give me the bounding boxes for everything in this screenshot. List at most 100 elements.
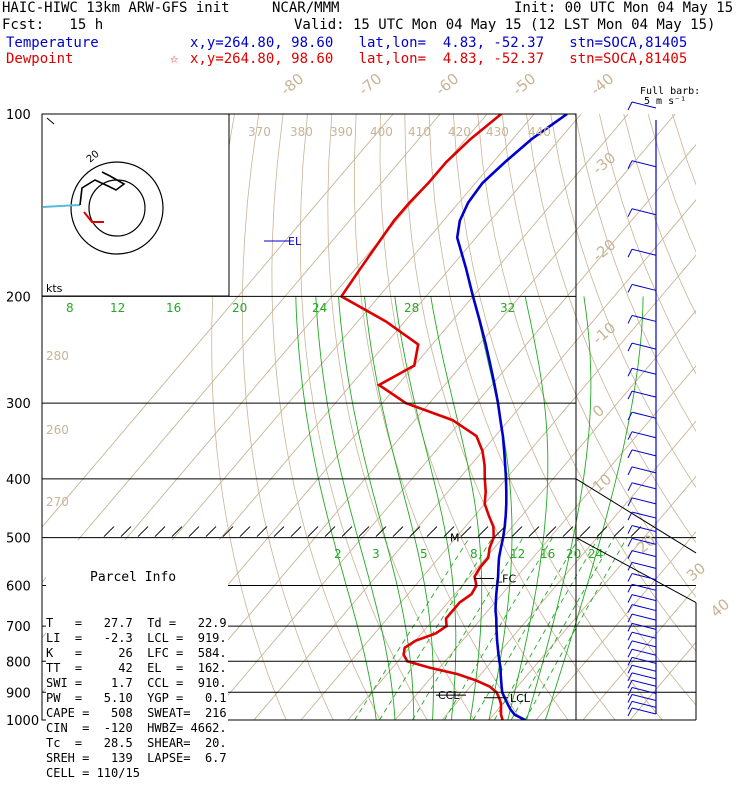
hatch-mark <box>358 526 370 537</box>
frame-slope <box>575 478 697 554</box>
mixing-ratio-label: 3 <box>372 547 380 561</box>
wind-barb <box>627 466 633 476</box>
pressure-tick-label: 400 <box>6 473 31 488</box>
theta-e-label: 12 <box>110 301 125 315</box>
pressure-tick-label: 500 <box>6 532 31 547</box>
dry-adiabat <box>428 114 663 720</box>
pressure-tick-label: 1000 <box>6 714 39 729</box>
mixing-ratio-line <box>379 537 493 720</box>
dewpoint-legend: Dewpoint <box>6 51 74 67</box>
mixing-ratio-line <box>510 537 615 720</box>
wind-barb <box>627 623 633 632</box>
dry-adiabat <box>672 114 696 186</box>
melting-level-label: M <box>450 532 460 545</box>
hodograph-trace <box>42 204 81 208</box>
wind-barb <box>631 613 657 621</box>
hatch-mark <box>256 526 268 537</box>
mixing-ratio-label: 24 <box>588 547 603 561</box>
wind-barb <box>631 160 657 168</box>
forecast-hour: Fcst: 15 h <box>2 17 104 33</box>
isotherm-label: -10 <box>589 319 619 349</box>
init-time: Init: 00 UTC Mon 04 May 15 <box>514 0 734 16</box>
temperature-location: x,y=264.80, 98.60 lat,lon= 4.83, -52.37 … <box>190 35 688 51</box>
wind-barb <box>627 649 633 658</box>
moist-adiabat <box>364 296 434 720</box>
parcel-info-row: CAPE = 508 SWEAT= 216 <box>46 706 227 720</box>
wind-barb <box>631 525 657 533</box>
lcl-label: LCL <box>510 692 531 705</box>
wind-barb <box>627 584 633 593</box>
theta-label: 270 <box>46 495 69 509</box>
wind-barb <box>627 594 633 603</box>
wind-barb <box>627 368 633 377</box>
wind-barb <box>627 497 633 507</box>
isotherm-line <box>206 144 696 720</box>
hatch-mark <box>120 526 132 537</box>
hatch-mark <box>205 526 217 537</box>
org-label: NCAR/MMM <box>272 0 340 16</box>
dry-adiabat <box>501 114 696 598</box>
dry-adiabat <box>526 114 696 544</box>
hatch-mark <box>103 526 115 537</box>
wind-barb <box>627 687 633 696</box>
hatch-mark <box>613 526 625 537</box>
hatch-mark <box>222 526 234 537</box>
isotherm-label: -80 <box>277 70 307 100</box>
wind-barb <box>627 511 633 521</box>
wind-barb <box>627 665 633 674</box>
dry-adiabat <box>697 114 740 720</box>
dry-adiabat <box>477 114 696 652</box>
pressure-tick-label: 900 <box>6 686 31 701</box>
parcel-info-row: T = 27.7 Td = 22.9 <box>46 616 227 630</box>
wind-barb <box>627 538 633 547</box>
wind-barb <box>631 631 657 639</box>
dry-adiabat <box>550 114 696 489</box>
pressure-tick-label: 800 <box>6 655 31 670</box>
hatch-mark <box>239 526 251 537</box>
wind-barb <box>627 449 633 459</box>
hatch-mark <box>562 526 574 537</box>
dry-adiabat <box>327 114 475 720</box>
wind-barb <box>631 248 657 256</box>
wind-barb <box>627 390 633 400</box>
hodograph-corner-tick <box>46 117 55 125</box>
hatch-mark <box>171 526 183 537</box>
theta-label: 400 <box>370 125 393 139</box>
wind-barb <box>627 249 633 258</box>
isotherm-label: -70 <box>355 70 385 100</box>
mixing-ratio-label: 8 <box>470 547 478 561</box>
hatch-mark <box>273 526 285 537</box>
hatch-mark <box>528 526 540 537</box>
wind-barb <box>631 604 657 612</box>
temperature-legend: Temperature <box>6 35 99 51</box>
isotherm-label: 30 <box>683 559 709 585</box>
wind-barb <box>627 315 633 324</box>
hodograph-ring <box>70 161 164 255</box>
wind-barb <box>631 707 657 715</box>
theta-label: 440 <box>528 125 551 139</box>
hatch-mark <box>154 526 166 537</box>
wind-barb <box>631 583 657 591</box>
isotherm-line <box>300 254 696 720</box>
isotherm-label: -60 <box>432 70 462 100</box>
dewpoint-location: x,y=264.80, 98.60 lat,lon= 4.83, -52.37 … <box>190 51 688 67</box>
hatch-mark <box>426 526 438 537</box>
mixing-ratio-label: 20 <box>566 547 581 561</box>
hatch-mark <box>307 526 319 537</box>
wind-barb <box>631 283 657 291</box>
wind-barb <box>631 342 657 350</box>
wind-barb <box>631 686 657 694</box>
hatch-mark <box>596 526 608 537</box>
wind-barb <box>631 679 657 687</box>
wind-barb <box>631 622 657 630</box>
wind-barb <box>627 672 633 682</box>
parcel-info-row: K = 26 LFC = 584. <box>46 646 227 660</box>
isotherm-label: -50 <box>509 70 539 100</box>
mixing-ratio-label: 2 <box>334 547 342 561</box>
wind-barb <box>631 314 657 322</box>
el-label: EL <box>288 235 302 248</box>
isotherm-label: 10 <box>589 470 615 496</box>
wind-barb <box>631 208 657 216</box>
hatch-mark <box>290 526 302 537</box>
wind-barb <box>627 101 633 111</box>
